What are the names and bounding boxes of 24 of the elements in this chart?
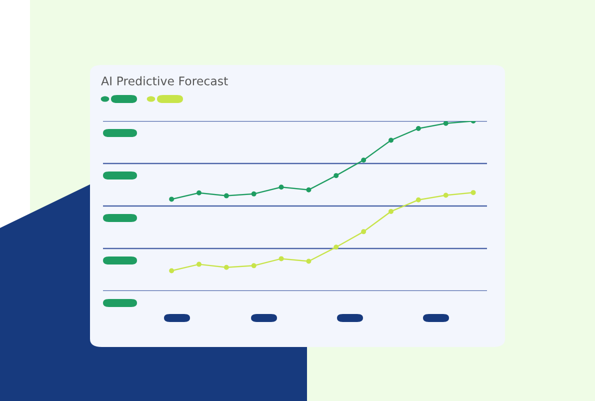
point xyxy=(251,263,256,268)
point xyxy=(169,196,174,202)
point xyxy=(361,229,366,234)
point xyxy=(278,256,284,262)
point xyxy=(388,138,394,143)
point xyxy=(334,173,339,178)
point xyxy=(388,208,394,214)
point xyxy=(251,191,256,196)
point xyxy=(416,197,421,202)
point xyxy=(416,126,421,131)
point xyxy=(361,158,366,163)
point xyxy=(196,190,202,196)
point xyxy=(306,187,312,192)
point xyxy=(278,184,284,190)
point xyxy=(334,244,339,250)
point xyxy=(306,258,312,264)
chart-title: AI Predictive Forecast xyxy=(101,76,228,86)
point xyxy=(443,192,448,198)
point xyxy=(470,190,476,196)
point xyxy=(443,121,448,126)
point xyxy=(224,264,229,270)
point xyxy=(169,268,174,274)
point xyxy=(196,262,202,267)
point xyxy=(224,193,229,198)
